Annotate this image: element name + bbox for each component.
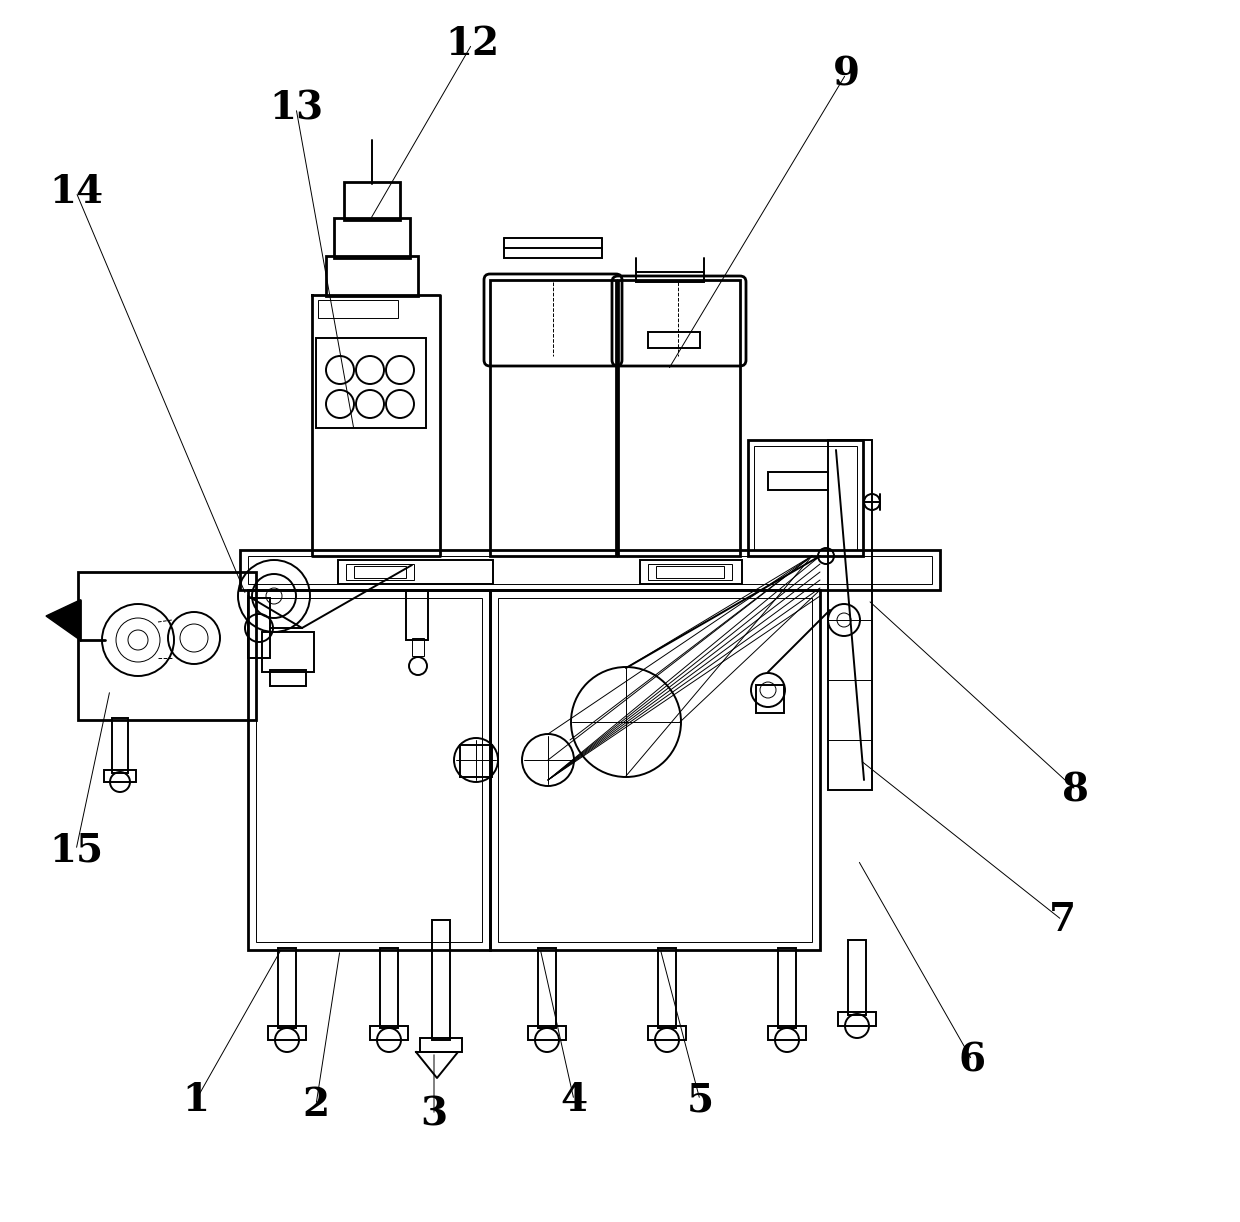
Bar (754, 446, 857, 550)
Bar (248, 556, 932, 584)
Text: 8: 8 (1063, 771, 1090, 809)
Bar (490, 590, 820, 949)
Bar (658, 948, 676, 1028)
Bar (270, 670, 306, 686)
Bar (618, 280, 740, 556)
Bar (640, 560, 742, 584)
Bar (241, 550, 940, 590)
Bar (262, 632, 314, 672)
Text: 15: 15 (48, 831, 103, 869)
Bar (317, 299, 398, 318)
Bar (649, 1026, 686, 1040)
Bar (405, 590, 428, 640)
Bar (498, 598, 812, 942)
Text: 3: 3 (420, 1096, 448, 1134)
Bar (636, 273, 704, 282)
Text: 5: 5 (687, 1081, 713, 1119)
Bar (268, 1026, 306, 1040)
Bar (528, 1026, 565, 1040)
Bar (420, 1037, 463, 1052)
Bar (379, 948, 398, 1028)
Bar (432, 920, 450, 1040)
Bar (828, 440, 872, 789)
Text: 7: 7 (1049, 901, 1075, 938)
Bar (339, 560, 494, 584)
Text: 9: 9 (832, 55, 859, 93)
Bar (316, 338, 427, 428)
Bar (78, 572, 255, 720)
Bar (649, 565, 732, 580)
Bar (649, 332, 701, 348)
Text: 6: 6 (959, 1041, 986, 1079)
Bar (412, 638, 424, 656)
Bar (460, 745, 492, 777)
Bar (112, 719, 128, 774)
Text: 14: 14 (48, 174, 103, 211)
Bar (278, 948, 296, 1028)
Bar (768, 1026, 806, 1040)
Bar (104, 770, 136, 782)
Bar (838, 1012, 875, 1026)
Text: 12: 12 (445, 24, 498, 64)
Polygon shape (46, 600, 81, 640)
Bar (248, 598, 270, 657)
Bar (326, 255, 418, 296)
Bar (255, 598, 482, 942)
Bar (538, 948, 556, 1028)
Bar (346, 565, 414, 580)
Bar (248, 590, 490, 949)
Text: 13: 13 (269, 89, 324, 127)
Bar (353, 566, 405, 578)
Bar (777, 948, 796, 1028)
Bar (656, 566, 724, 578)
Text: 1: 1 (182, 1081, 210, 1119)
Bar (748, 440, 863, 556)
Bar (490, 280, 616, 556)
Text: 2: 2 (303, 1086, 330, 1124)
Bar (370, 1026, 408, 1040)
Text: 4: 4 (560, 1081, 588, 1119)
Bar (768, 472, 828, 490)
Bar (334, 218, 410, 258)
Bar (756, 686, 784, 712)
Bar (503, 248, 601, 258)
Bar (848, 940, 866, 1015)
Bar (343, 182, 401, 220)
